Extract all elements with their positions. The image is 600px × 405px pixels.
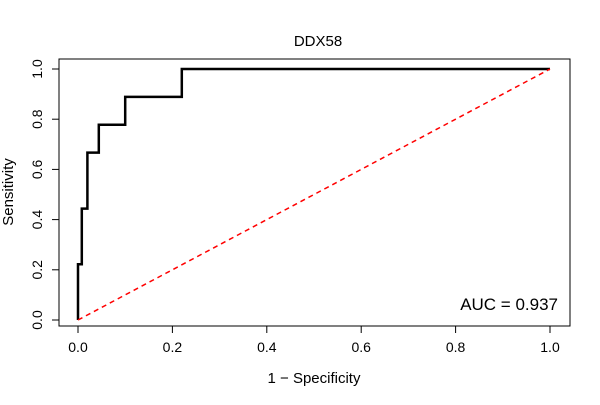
series-layer — [76, 67, 551, 321]
y-axis-label: Sensitivity — [0, 158, 17, 226]
x-axis-label: 1 − Specificity — [268, 370, 361, 387]
x-tick-label: 1.0 — [540, 339, 560, 355]
x-axis: 0.0 0.2 0.4 0.6 0.8 1.0 — [68, 325, 560, 355]
auc-annotation: AUC = 0.937 — [460, 295, 558, 314]
chart-title: DDX58 — [294, 33, 342, 50]
y-tick-label: 1.0 — [29, 59, 45, 79]
y-tick-label: 0.8 — [29, 109, 45, 129]
x-tick-label: 0.0 — [68, 339, 88, 355]
reference-diagonal-line — [77, 68, 551, 321]
y-axis: 0.0 0.2 0.4 0.6 0.8 1.0 — [29, 59, 60, 330]
x-tick-label: 0.2 — [163, 339, 183, 355]
x-tick-label: 0.4 — [257, 339, 277, 355]
x-tick-label: 0.8 — [446, 339, 466, 355]
y-tick-label: 0.0 — [29, 310, 45, 330]
y-tick-label: 0.6 — [29, 159, 45, 179]
y-tick-label: 0.4 — [29, 210, 45, 230]
roc-curve-line — [76, 67, 550, 320]
y-tick-label: 0.2 — [29, 260, 45, 280]
x-tick-label: 0.6 — [351, 339, 371, 355]
